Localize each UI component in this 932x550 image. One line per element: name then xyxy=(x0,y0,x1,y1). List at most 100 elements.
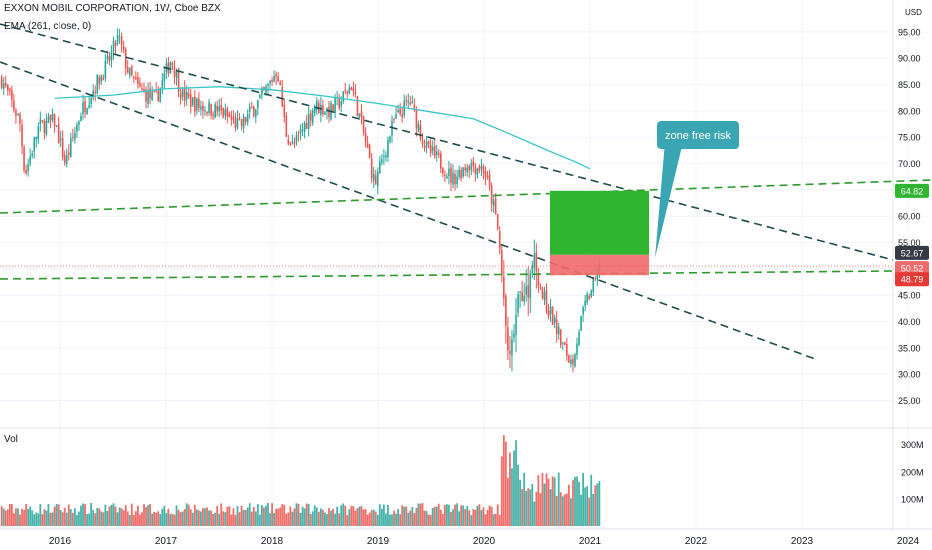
volume-bar xyxy=(98,508,101,526)
volume-bar xyxy=(234,514,237,526)
volume-bar xyxy=(261,504,263,526)
volume-bar xyxy=(285,513,288,526)
x-tick-label: 2018 xyxy=(261,536,284,547)
candle xyxy=(342,90,345,105)
candle xyxy=(385,151,387,162)
candle xyxy=(2,77,5,95)
volume-bar xyxy=(232,508,235,526)
candle xyxy=(346,90,349,98)
candle xyxy=(163,68,166,89)
candle xyxy=(350,86,353,91)
volume-bar xyxy=(500,456,503,526)
candle xyxy=(4,75,7,88)
volume-bar xyxy=(502,435,505,526)
candle xyxy=(49,114,52,129)
candle xyxy=(409,95,412,106)
volume-bar xyxy=(80,505,82,526)
volume-bar xyxy=(208,510,210,526)
volume-bar xyxy=(41,514,44,526)
candle xyxy=(344,82,347,95)
candle xyxy=(100,74,103,85)
volume-bar xyxy=(456,503,458,526)
volume-bar xyxy=(480,510,483,526)
candle xyxy=(411,95,414,104)
volume-bar xyxy=(519,479,521,526)
volume-bar xyxy=(340,505,343,526)
candle xyxy=(194,90,196,117)
candle xyxy=(63,150,66,166)
volume-bar xyxy=(57,504,60,526)
candle xyxy=(80,112,82,122)
volume-bar xyxy=(433,506,436,526)
volume-bar xyxy=(555,496,558,526)
y-tick-label: 55.00 xyxy=(898,238,921,248)
volume-bar xyxy=(258,514,261,526)
candle xyxy=(490,182,493,212)
candle xyxy=(187,87,190,100)
volume-bar xyxy=(511,468,513,526)
volume-bar xyxy=(149,504,151,526)
candle xyxy=(177,67,180,98)
candle xyxy=(561,342,564,351)
candle xyxy=(220,97,223,116)
volume-bar xyxy=(319,508,322,526)
candle xyxy=(281,79,284,107)
volume-bar xyxy=(332,508,334,526)
volume-bar xyxy=(413,512,416,526)
volume-bar xyxy=(122,510,125,526)
candle xyxy=(578,329,580,347)
candle xyxy=(568,354,570,364)
candle xyxy=(204,105,206,116)
volume-bar xyxy=(378,504,381,526)
volume-bar xyxy=(139,514,141,526)
candle xyxy=(553,314,556,329)
candle xyxy=(570,354,572,368)
candle xyxy=(370,152,373,184)
volume-bar xyxy=(265,505,267,526)
candle xyxy=(492,194,495,213)
volume-bar xyxy=(27,508,30,526)
volume-bar xyxy=(130,503,133,526)
volume-bar xyxy=(71,512,74,526)
candle xyxy=(171,61,174,71)
candle xyxy=(13,93,15,113)
volume-bar xyxy=(454,504,456,526)
candle xyxy=(564,341,566,346)
candle xyxy=(399,103,401,117)
volume-bar xyxy=(563,494,566,526)
volume-bar xyxy=(128,514,131,526)
candle xyxy=(303,120,306,139)
volume-bar xyxy=(492,514,495,526)
candle xyxy=(401,106,403,123)
candle xyxy=(486,170,489,180)
volume-bar xyxy=(411,506,414,526)
volume-bar xyxy=(256,504,259,526)
volume-bar xyxy=(370,510,373,526)
volume-bar xyxy=(171,513,174,526)
volume-bar xyxy=(102,512,105,526)
candle xyxy=(381,154,383,166)
candle xyxy=(311,107,314,126)
volume-bar xyxy=(468,510,471,526)
volume-bar xyxy=(305,503,308,526)
volume-bar xyxy=(33,514,36,526)
volume-bar xyxy=(206,507,208,526)
candle xyxy=(37,122,40,144)
candle xyxy=(427,140,430,149)
volume-bar xyxy=(470,515,473,526)
candle xyxy=(535,243,538,289)
candle xyxy=(131,64,133,77)
candle xyxy=(74,127,76,144)
candle xyxy=(234,112,237,132)
candle xyxy=(527,266,530,317)
candle xyxy=(128,67,131,79)
volume-bar xyxy=(525,490,528,526)
candle xyxy=(84,95,86,119)
candle xyxy=(466,164,469,177)
volume-bar xyxy=(531,484,534,526)
candle xyxy=(135,71,137,81)
candle xyxy=(120,32,123,53)
volume-bar xyxy=(283,504,286,526)
volume-bar xyxy=(279,507,282,526)
